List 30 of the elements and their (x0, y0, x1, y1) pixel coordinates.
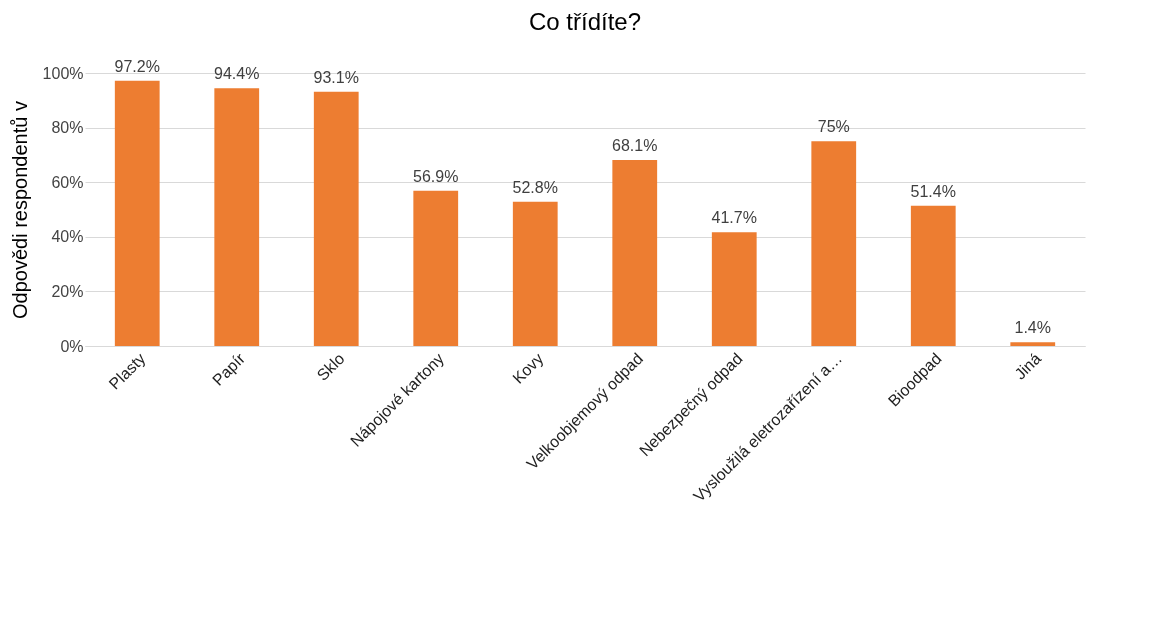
bar (512, 201, 558, 346)
y-tick-label: 100% (42, 64, 84, 82)
bar (413, 190, 459, 346)
bar (1010, 342, 1056, 346)
x-tick-label: Jiná (1011, 349, 1045, 383)
y-tick-label: 60% (51, 173, 84, 191)
data-label: 94.4% (214, 65, 260, 83)
data-label: 68.1% (612, 137, 658, 155)
data-label: 93.1% (313, 68, 359, 86)
bar (114, 80, 160, 346)
data-label: 51.4% (910, 182, 956, 200)
data-label: 75% (817, 118, 850, 136)
bar (214, 88, 260, 346)
bar (612, 160, 658, 346)
data-label: 52.8% (512, 178, 558, 196)
data-label: 1.4% (1014, 319, 1051, 337)
chart-title: Co třídíte? (528, 7, 642, 35)
data-label: 41.7% (711, 209, 757, 227)
x-tick-label: Sklo (313, 349, 348, 384)
y-axis-title: Odpovědi respondentů v (8, 101, 31, 319)
bar (811, 141, 857, 346)
data-label: 56.9% (413, 167, 459, 185)
y-tick-label: 40% (51, 228, 84, 246)
y-tick-label: 80% (51, 119, 84, 137)
bar (711, 232, 757, 346)
y-tick-label: 0% (60, 337, 84, 355)
bar (313, 91, 359, 346)
y-tick-label: 20% (51, 282, 84, 300)
bar (910, 205, 956, 346)
data-label: 97.2% (114, 57, 160, 75)
